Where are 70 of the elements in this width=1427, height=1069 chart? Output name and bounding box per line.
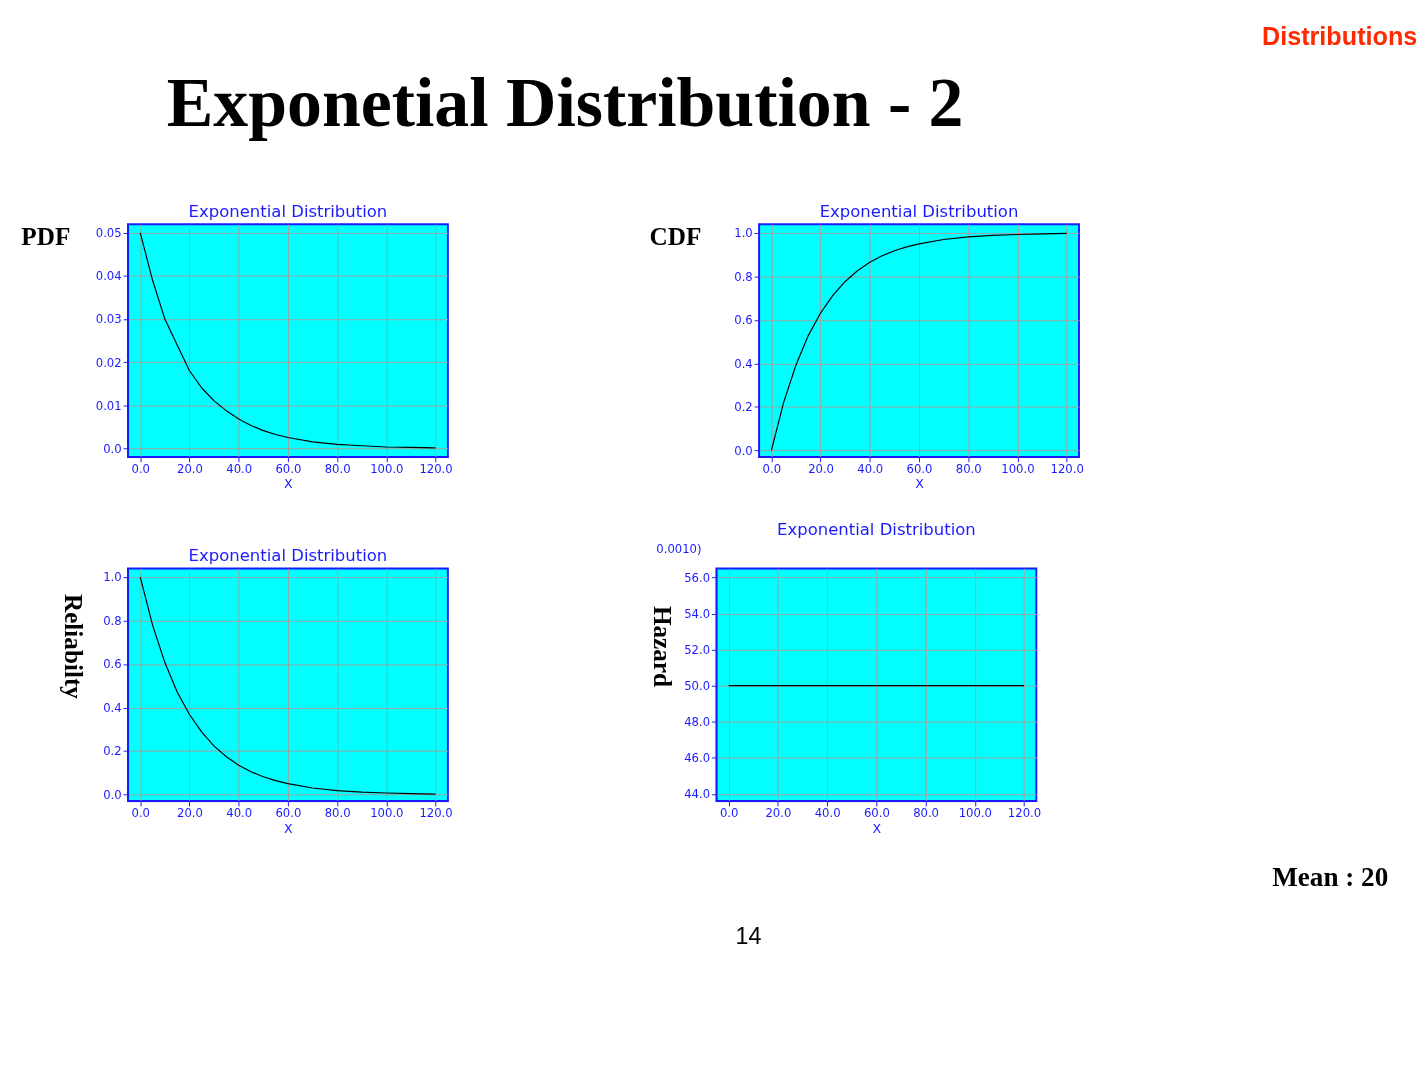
x-tick-label: 100.0 [958,806,992,821]
y-tick-label: 0.8 [734,269,753,284]
y-tick-label: 0.02 [95,355,122,370]
x-axis-title: X [284,820,294,836]
x-tick-label: 40.0 [226,461,253,476]
x-tick-label: 120.0 [419,806,453,821]
x-axis-title: X [872,820,882,836]
x-tick-label: 120.0 [1007,806,1042,821]
x-tick-label: 120.0 [1050,461,1084,476]
x-tick-label: 0.0 [719,806,739,821]
x-tick-label: 80.0 [324,806,351,821]
chart-title: Exponential Distribution [188,201,388,221]
x-tick-label: 0.0 [131,461,150,476]
x-tick-label: 60.0 [863,806,890,821]
x-tick-label: 40.0 [857,461,884,476]
x-tick-label: 20.0 [177,461,203,476]
x-tick-label: 80.0 [913,806,940,821]
x-tick-label: 120.0 [419,461,453,476]
y-tick-label: 0.4 [734,356,753,371]
x-tick-label: 100.0 [370,461,404,476]
x-tick-label: 60.0 [275,806,302,821]
text: Distributions [1261,21,1418,50]
x-tick-label: 20.0 [765,806,792,821]
y-axis-title: PDF [21,223,71,251]
y-tick-label: 0.4 [103,700,122,715]
x-tick-label: 20.0 [177,806,203,821]
y-tick-label: 44.0 [684,787,711,802]
x-tick-label: 20.0 [808,461,835,476]
y-tick-label: 46.0 [684,751,711,766]
y-axis-title: CDF [649,223,702,251]
y-tick-label: 52.0 [684,642,711,657]
text: 14 [735,922,762,949]
y-tick-label: 54.0 [684,606,711,621]
x-tick-label: 80.0 [955,461,982,476]
y-axis-title: Hazard [648,605,676,688]
text: Mean : 20 [1272,862,1389,893]
y-tick-label: 56.0 [684,570,711,585]
y-tick-label: 0.0 [734,443,753,458]
y-tick-label: 0.01 [95,398,122,413]
y-tick-label: 0.04 [95,269,122,284]
y-tick-label: 0.6 [103,657,122,672]
y-tick-label: 0.03 [95,312,122,327]
y-tick-label: 0.0 [103,787,122,802]
y-tick-label: 48.0 [684,715,711,730]
x-tick-label: 60.0 [275,461,302,476]
chart-title: Exponential Distribution [819,201,1019,221]
y-tick-label: 0.6 [734,313,753,328]
x-axis-title: X [915,476,925,492]
y-tick-label: 50.0 [684,679,711,694]
x-tick-label: 100.0 [370,806,404,821]
y-axis-title: Reliabilty [60,593,88,700]
text: 0.0010) [656,541,702,556]
y-tick-label: 1.0 [734,226,753,241]
y-tick-label: 0.2 [734,400,753,415]
x-tick-label: 0.0 [131,806,150,821]
y-tick-label: 0.0 [103,441,122,456]
y-tick-label: 0.8 [103,613,122,628]
x-tick-label: 80.0 [324,461,351,476]
x-tick-label: 60.0 [906,461,933,476]
y-tick-label: 0.2 [103,744,122,759]
x-axis-title: X [284,476,294,492]
x-tick-label: 40.0 [814,806,841,821]
chart-title: Exponential Distribution [188,545,388,565]
x-tick-label: 0.0 [762,461,782,476]
x-tick-label: 40.0 [226,806,253,821]
y-tick-label: 1.0 [103,570,122,585]
chart-title: Exponential Distribution [777,520,976,540]
x-tick-label: 100.0 [1001,461,1035,476]
text: Exponetial Distribution - 2 [166,64,964,142]
y-tick-label: 0.05 [95,226,122,241]
